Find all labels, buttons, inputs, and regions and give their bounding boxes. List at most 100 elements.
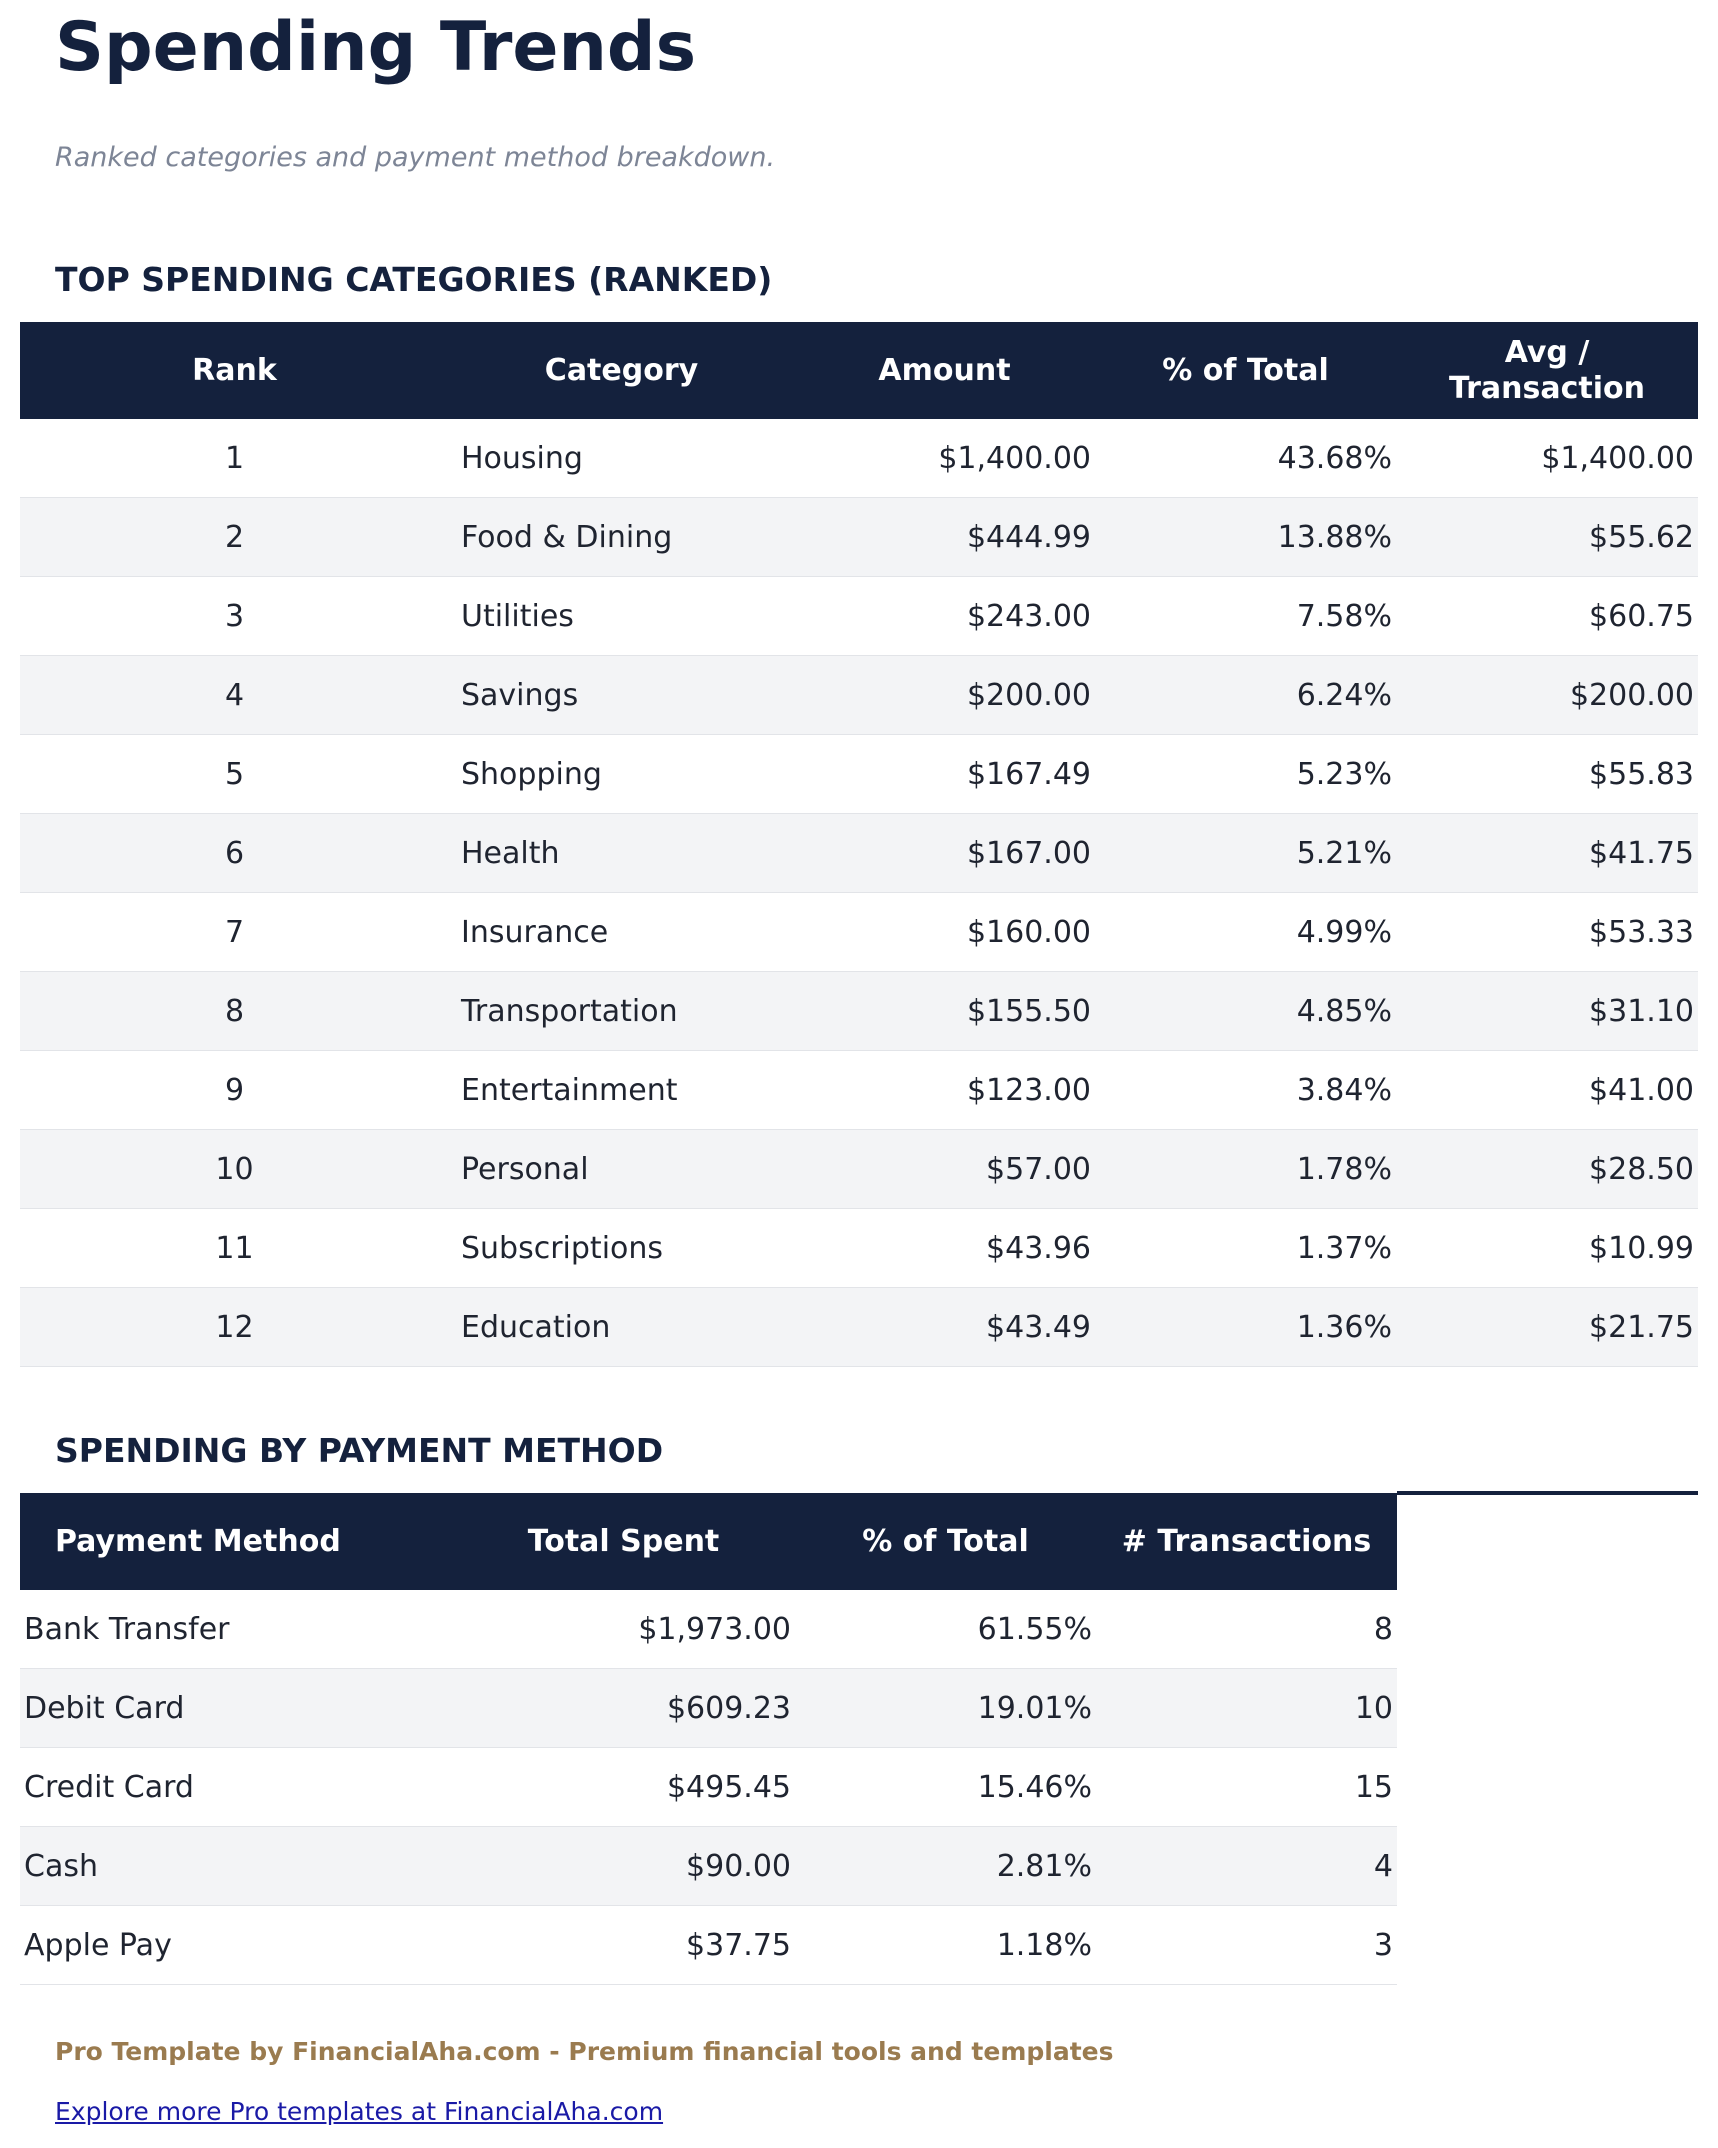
cell: 4.85% bbox=[1095, 971, 1396, 1051]
cell: $55.83 bbox=[1396, 734, 1698, 814]
cell: 8 bbox=[20, 971, 449, 1051]
cell: Entertainment bbox=[449, 1050, 794, 1130]
cell: 1 bbox=[20, 419, 449, 498]
section-heading: TOP SPENDING CATEGORIES (RANKED) bbox=[55, 260, 773, 299]
cell: 4.99% bbox=[1095, 892, 1396, 972]
category-table: Rank Category Amount% of Total Avg / Transa… bbox=[20, 322, 1698, 1367]
cell: $200.00 bbox=[794, 655, 1095, 735]
cell: 3 bbox=[20, 576, 449, 656]
cell: 1.18% bbox=[795, 1905, 1096, 1985]
table-row: 1 Housing $1,400.00 43.68% $1,400.00 bbox=[20, 419, 1698, 498]
cell: $43.49 bbox=[794, 1287, 1095, 1367]
cell: $41.00 bbox=[1396, 1050, 1698, 1130]
table-row: 6 Health $167.00 5.21% $41.75 bbox=[20, 813, 1698, 893]
cell: $60.75 bbox=[1396, 576, 1698, 656]
section-heading: SPENDING BY PAYMENT METHOD bbox=[55, 1431, 664, 1470]
cell: $200.00 bbox=[1396, 655, 1698, 735]
column-header: Amount bbox=[794, 322, 1095, 419]
cell: 2.81% bbox=[795, 1826, 1096, 1906]
cell: 10 bbox=[20, 1129, 449, 1209]
cell: Housing bbox=[449, 419, 794, 498]
cell: 4 bbox=[20, 655, 449, 735]
cell: $155.50 bbox=[794, 971, 1095, 1051]
cell: 12 bbox=[20, 1287, 449, 1367]
cell: Shopping bbox=[449, 734, 794, 814]
cell: $37.75 bbox=[452, 1905, 795, 1985]
cell: 15.46% bbox=[795, 1747, 1096, 1827]
cell: 1.78% bbox=[1095, 1129, 1396, 1209]
cell: Food & Dining bbox=[449, 497, 794, 577]
cell: 5 bbox=[20, 734, 449, 814]
cell: 6.24% bbox=[1095, 655, 1396, 735]
column-header: Rank bbox=[20, 322, 449, 419]
column-header: Avg / Transaction bbox=[1396, 322, 1698, 419]
cell: 11 bbox=[20, 1208, 449, 1288]
column-header: # Transactions bbox=[1096, 1493, 1397, 1590]
footer-link[interactable]: Explore more Pro templates at FinancialA… bbox=[55, 2097, 664, 2126]
cell: 61.55% bbox=[795, 1590, 1096, 1669]
cell: $1,973.00 bbox=[452, 1590, 795, 1669]
cell: $57.00 bbox=[794, 1129, 1095, 1209]
header-row: Rank Category Amount% of Total Avg / Transa… bbox=[20, 322, 1698, 419]
column-header: % of Total bbox=[795, 1493, 1096, 1590]
table-row: 8 Transportation $155.50 4.85% $31.10 bbox=[20, 971, 1698, 1051]
column-header: % of Total bbox=[1095, 322, 1396, 419]
payment-table: Payment Method Total Spent% of Total # Tra… bbox=[20, 1493, 1397, 1985]
cell: Health bbox=[449, 813, 794, 893]
cell: $1,400.00 bbox=[1396, 419, 1698, 498]
title: Spending Trends bbox=[55, 8, 697, 87]
cell: 7 bbox=[20, 892, 449, 972]
cell: 4 bbox=[1096, 1826, 1397, 1906]
cell: $90.00 bbox=[452, 1826, 795, 1906]
cell: $43.96 bbox=[794, 1208, 1095, 1288]
cell: $31.10 bbox=[1396, 971, 1698, 1051]
cell: $160.00 bbox=[794, 892, 1095, 972]
cell: Cash bbox=[20, 1826, 452, 1906]
table-row: 3 Utilities $243.00 7.58% $60.75 bbox=[20, 576, 1698, 656]
cell: 2 bbox=[20, 497, 449, 577]
cell: 10 bbox=[1096, 1668, 1397, 1748]
cell: Credit Card bbox=[20, 1747, 452, 1827]
cell: $123.00 bbox=[794, 1050, 1095, 1130]
cell: $167.49 bbox=[794, 734, 1095, 814]
cell: 6 bbox=[20, 813, 449, 893]
cell: 19.01% bbox=[795, 1668, 1096, 1748]
table-row: Debit Card $609.23 19.01% 10 bbox=[20, 1668, 1397, 1748]
cell: $495.45 bbox=[452, 1747, 795, 1827]
column-header: Payment Method bbox=[20, 1493, 452, 1590]
cell: $21.75 bbox=[1396, 1287, 1698, 1367]
cell: Utilities bbox=[449, 576, 794, 656]
rule bbox=[1397, 1491, 1698, 1495]
cell: 5.23% bbox=[1095, 734, 1396, 814]
table-row: Credit Card $495.45 15.46% 15 bbox=[20, 1747, 1397, 1827]
cell: $444.99 bbox=[794, 497, 1095, 577]
cell: 9 bbox=[20, 1050, 449, 1130]
table-row: 9 Entertainment $123.00 3.84% $41.00 bbox=[20, 1050, 1698, 1130]
cell: Subscriptions bbox=[449, 1208, 794, 1288]
table-row: Cash $90.00 2.81% 4 bbox=[20, 1826, 1397, 1906]
cell: 3.84% bbox=[1095, 1050, 1396, 1130]
cell: 3 bbox=[1096, 1905, 1397, 1985]
table-row: 2 Food & Dining $444.99 13.88% $55.62 bbox=[20, 497, 1698, 577]
cell: 1.36% bbox=[1095, 1287, 1396, 1367]
cell: 1.37% bbox=[1095, 1208, 1396, 1288]
cell: Transportation bbox=[449, 971, 794, 1051]
cell: $10.99 bbox=[1396, 1208, 1698, 1288]
cell: $41.75 bbox=[1396, 813, 1698, 893]
cell: $167.00 bbox=[794, 813, 1095, 893]
cell: Insurance bbox=[449, 892, 794, 972]
column-header: Category bbox=[449, 322, 794, 419]
cell: Apple Pay bbox=[20, 1905, 452, 1985]
cell: 8 bbox=[1096, 1590, 1397, 1669]
table-row: 4 Savings $200.00 6.24% $200.00 bbox=[20, 655, 1698, 735]
table-row: 10 Personal $57.00 1.78% $28.50 bbox=[20, 1129, 1698, 1209]
cell: 7.58% bbox=[1095, 576, 1396, 656]
cell: Education bbox=[449, 1287, 794, 1367]
cell: $28.50 bbox=[1396, 1129, 1698, 1209]
cell: $53.33 bbox=[1396, 892, 1698, 972]
header-row: Payment Method Total Spent% of Total # Tra… bbox=[20, 1493, 1397, 1590]
cell: Personal bbox=[449, 1129, 794, 1209]
cell: 13.88% bbox=[1095, 497, 1396, 577]
cell: 43.68% bbox=[1095, 419, 1396, 498]
